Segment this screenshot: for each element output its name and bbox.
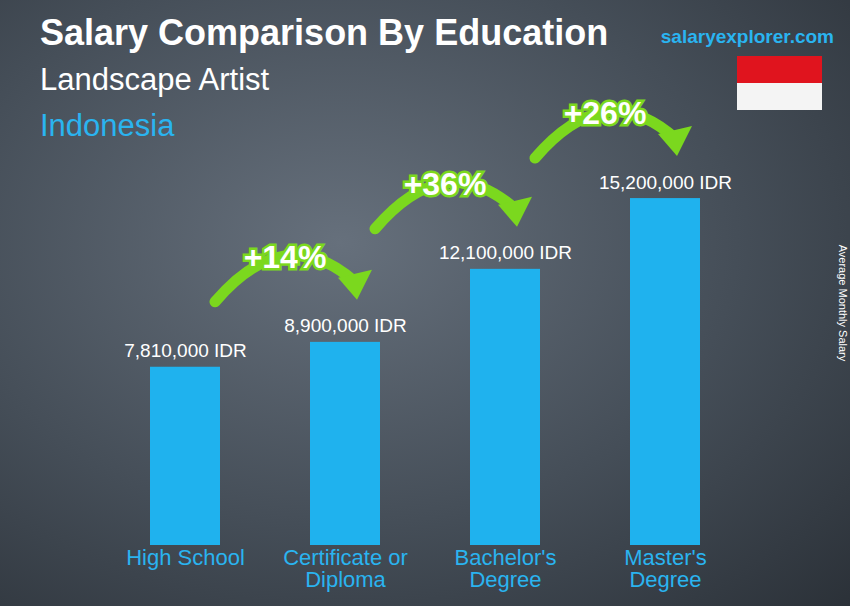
svg-text:High School: High School	[126, 545, 245, 570]
html-text:Average Monthly Salary: Average Monthly Salary	[837, 244, 849, 362]
svg-text:Master'sDegree: Master'sDegree	[624, 545, 706, 592]
html-text:Salary Comparison By Education: Salary Comparison By Education	[40, 12, 609, 53]
svg-text:15,200,000 IDR: 15,200,000 IDR	[599, 172, 732, 193]
svg-text:8,900,000 IDR: 8,900,000 IDR	[284, 315, 407, 336]
svg-text:Bachelor'sDegree: Bachelor'sDegree	[454, 545, 556, 592]
svg-text:12,100,000 IDR: 12,100,000 IDR	[439, 242, 572, 263]
svg-text:+14%: +14%	[244, 239, 327, 275]
svg-text:7,810,000 IDR: 7,810,000 IDR	[124, 340, 247, 361]
svg-text:Certificate orDiploma: Certificate orDiploma	[283, 545, 408, 592]
html-text:Landscape Artist: Landscape Artist	[40, 62, 270, 97]
html-text:Indonesia: Indonesia	[40, 108, 175, 143]
svg-text:+36%: +36%	[404, 166, 487, 202]
svg-text:+26%: +26%	[564, 95, 647, 131]
html-text:salaryexplorer.com: salaryexplorer.com	[660, 26, 834, 47]
